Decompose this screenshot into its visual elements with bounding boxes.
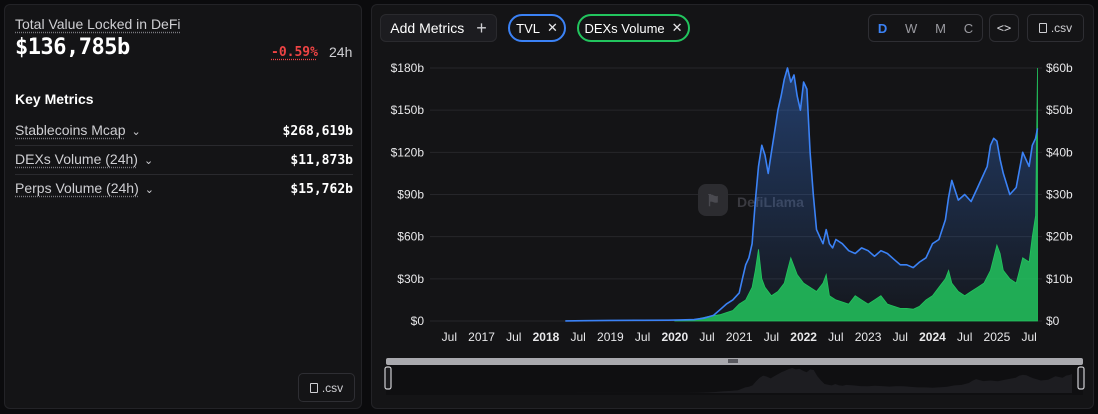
x-tick-label: 2017 <box>468 330 495 344</box>
period-daily[interactable]: D <box>877 20 888 36</box>
metric-row-stablecoins[interactable]: Stablecoins Mcap ⌄ $268,619b <box>15 117 353 146</box>
tvl-value: $136,785b <box>15 35 130 60</box>
period-selector: D W M C <box>868 14 983 42</box>
metric-value: $268,619b <box>282 123 353 139</box>
metric-value: $15,762b <box>290 181 353 197</box>
metric-label: Stablecoins Mcap <box>15 122 126 138</box>
svg-text:⚑: ⚑ <box>706 193 720 210</box>
y-right-tick-label: $50b <box>1046 103 1073 117</box>
x-tick-label: 2025 <box>984 330 1011 344</box>
brush-left-handle[interactable] <box>384 366 392 390</box>
x-tick-label: Jul <box>635 330 650 344</box>
metric-label: DEXs Volume (24h) <box>15 151 138 167</box>
x-tick-label: Jul <box>957 330 972 344</box>
x-tick-label: Jul <box>893 330 908 344</box>
tvl-summary-panel: Total Value Locked in DeFi $136,785b -0.… <box>4 4 362 409</box>
tvl-series-line <box>565 67 1039 322</box>
x-tick-label: 2020 <box>661 330 688 344</box>
close-icon[interactable]: ✕ <box>671 20 683 35</box>
period-cumulative[interactable]: C <box>963 20 974 36</box>
tvl-dex-chart: ⚑ DefiLlama $0$30b$60b$90b$120b$150b$180… <box>384 61 1085 395</box>
period-monthly[interactable]: M <box>935 20 946 36</box>
y-left-tick-label: $60b <box>397 230 424 244</box>
chip-label: DEXs Volume <box>584 20 665 36</box>
csv-label: .csv <box>321 380 344 395</box>
chevron-down-icon: ⌄ <box>131 126 141 138</box>
summary-csv-button[interactable]: .csv <box>298 373 355 402</box>
plus-icon: + <box>476 18 487 38</box>
y-left-tick-label: $120b <box>391 145 425 159</box>
x-tick-label: 2019 <box>597 330 624 344</box>
y-left-tick-label: $0 <box>411 314 425 328</box>
file-icon <box>1038 23 1047 33</box>
x-tick-label: Jul <box>699 330 714 344</box>
y-left-tick-label: $30b <box>397 272 424 286</box>
add-metrics-button[interactable]: Add Metrics + <box>380 14 497 42</box>
x-tick-label: 2021 <box>726 330 753 344</box>
file-icon <box>309 382 318 393</box>
chip-tvl[interactable]: TVL ✕ <box>508 14 566 42</box>
add-metrics-label: Add Metrics <box>390 20 465 36</box>
y-right-tick-label: $40b <box>1046 145 1073 159</box>
x-tick-label: 2023 <box>855 330 882 344</box>
tvl-label[interactable]: Total Value Locked in DeFi <box>15 16 181 32</box>
dex-volume-series-area <box>674 67 1038 322</box>
y-right-tick-label: $60b <box>1046 61 1073 75</box>
x-tick-label: Jul <box>442 330 457 344</box>
y-right-tick-label: $0 <box>1046 314 1060 328</box>
chip-dex-volume[interactable]: DEXs Volume ✕ <box>577 14 690 42</box>
chart-csv-button[interactable]: .csv <box>1027 14 1084 42</box>
x-tick-label: 2022 <box>790 330 817 344</box>
tvl-area <box>565 68 1038 321</box>
tvl-change-period: 24h <box>329 44 353 60</box>
chart-panel: Add Metrics + TVL ✕ DEXs Volume ✕ D W M … <box>371 4 1094 409</box>
metric-value: $11,873b <box>290 152 353 168</box>
range-brush[interactable] <box>384 358 1085 395</box>
embed-button[interactable]: <> <box>989 14 1019 42</box>
brush-right-handle[interactable] <box>1077 366 1085 390</box>
x-tick-label: Jul <box>764 330 779 344</box>
tvl-change[interactable]: -0.59% <box>271 45 318 60</box>
brush-grip-icon <box>728 359 738 363</box>
chevron-down-icon: ⌄ <box>143 155 154 167</box>
x-tick-label: Jul <box>506 330 521 344</box>
x-tick-label: Jul <box>828 330 843 344</box>
y-right-tick-label: $30b <box>1046 188 1073 202</box>
chip-label: TVL <box>516 20 540 36</box>
metric-row-perps-volume[interactable]: Perps Volume (24h) ⌄ $15,762b <box>15 175 353 203</box>
chevron-down-icon: ⌄ <box>144 184 154 196</box>
y-left-tick-label: $180b <box>391 61 425 75</box>
y-right-tick-label: $10b <box>1046 272 1073 286</box>
x-tick-label: Jul <box>570 330 585 344</box>
period-weekly[interactable]: W <box>905 20 918 36</box>
close-icon[interactable]: ✕ <box>546 20 558 35</box>
y-left-tick-label: $150b <box>391 103 425 117</box>
y-right-tick-label: $20b <box>1046 230 1073 244</box>
x-tick-label: 2024 <box>919 330 946 344</box>
code-icon: <> <box>996 21 1012 35</box>
y-left-tick-label: $90b <box>397 188 424 202</box>
csv-label: .csv <box>1050 21 1073 35</box>
metric-row-dex-volume[interactable]: DEXs Volume (24h) ⌄ $11,873b <box>15 146 353 175</box>
x-tick-label: Jul <box>1021 330 1036 344</box>
key-metrics-title: Key Metrics <box>15 91 94 107</box>
metric-label: Perps Volume (24h) <box>15 180 139 196</box>
x-tick-label: 2018 <box>533 330 560 344</box>
